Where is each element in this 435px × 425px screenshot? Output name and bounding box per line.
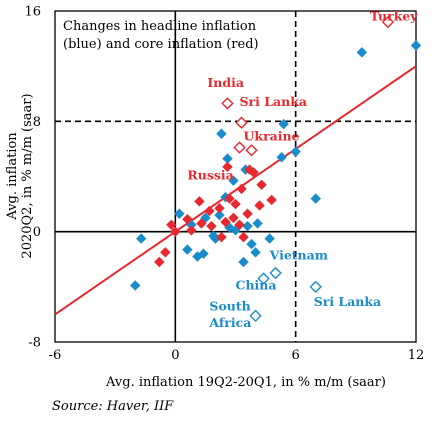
- headline-point: [242, 220, 253, 232]
- headline-point: [356, 47, 368, 58]
- headline-point: [290, 146, 301, 157]
- headline-point: [410, 40, 422, 51]
- core-point: [182, 214, 193, 225]
- core-point: [170, 226, 181, 237]
- x-tick-label: -6: [49, 348, 62, 363]
- headline-hollow-point: [257, 272, 270, 285]
- core-point: [196, 218, 207, 229]
- core-point: [206, 220, 217, 232]
- plot-frame: [54, 10, 417, 343]
- country-label: Ukraine: [244, 129, 300, 144]
- core-hollow-point: [381, 15, 395, 29]
- country-label: China: [236, 278, 277, 293]
- country-label: Sri Lanka: [314, 294, 381, 309]
- trend-line: [54, 65, 417, 316]
- headline-point: [228, 175, 239, 186]
- y-tick-label: 0: [33, 225, 41, 240]
- headline-point: [276, 151, 287, 163]
- headline-point: [250, 247, 261, 258]
- core-point: [254, 200, 265, 211]
- core-hollow-point: [221, 97, 234, 110]
- y-tick-label: -8: [28, 336, 41, 351]
- x-tick-label: 6: [292, 348, 300, 363]
- headline-point: [182, 244, 193, 255]
- core-point: [256, 179, 267, 190]
- headline-point: [216, 128, 227, 139]
- headline-point: [230, 225, 241, 236]
- country-label: Russia: [187, 167, 233, 182]
- source-note: Source: Haver, IIF: [52, 399, 174, 414]
- x-tick-label: 0: [171, 348, 179, 363]
- headline-point: [136, 233, 147, 244]
- country-label: South: [209, 298, 250, 313]
- headline-point: [192, 251, 203, 262]
- core-hollow-point: [235, 116, 248, 129]
- core-point: [160, 247, 171, 258]
- core-point: [266, 194, 277, 206]
- core-point: [186, 225, 197, 236]
- chart-title-line1: Changes in headline inflation: [63, 19, 257, 34]
- y-axis-title-line1: Avg. inflation: [5, 132, 20, 221]
- core-hollow-point: [233, 141, 246, 154]
- headline-point: [208, 230, 219, 242]
- headline-hollow-point: [269, 266, 282, 280]
- core-point: [224, 193, 235, 204]
- core-point: [236, 183, 247, 195]
- core-point: [154, 256, 165, 268]
- y-axis-title-line2: 2020Q2, in % m/m (saar): [20, 93, 35, 258]
- core-hollow-point: [245, 144, 258, 157]
- core-point: [204, 205, 215, 217]
- y-tick-label: 8: [33, 115, 41, 130]
- core-point: [216, 231, 227, 243]
- headline-point: [222, 153, 233, 164]
- core-point: [222, 161, 233, 173]
- country-label: Sri Lanka: [240, 94, 307, 109]
- headline-hollow-point: [249, 309, 262, 322]
- x-axis-title: Avg. inflation 19Q2-20Q1, in % m/m (saar…: [105, 375, 386, 390]
- headline-point: [278, 118, 289, 130]
- chart-title-line2: (blue) and core inflation (red): [63, 37, 259, 52]
- headline-point: [238, 256, 249, 268]
- core-point: [234, 219, 245, 230]
- x-tick-label: 12: [408, 348, 425, 363]
- country-label: Vietnam: [269, 247, 328, 262]
- headline-point: [214, 209, 225, 221]
- country-label: Africa: [208, 315, 251, 330]
- core-point: [166, 219, 177, 230]
- core-point: [230, 198, 241, 210]
- core-point: [238, 231, 249, 243]
- core-point: [244, 164, 255, 175]
- headline-point: [246, 238, 257, 250]
- country-label: India: [207, 75, 244, 90]
- core-point: [214, 203, 225, 214]
- country-label: Turkey: [370, 9, 418, 24]
- y-tick-label: 16: [24, 5, 41, 20]
- core-point: [228, 212, 239, 224]
- core-point: [242, 208, 253, 219]
- headline-point: [174, 208, 185, 219]
- core-point: [194, 196, 205, 207]
- headline-point: [310, 193, 321, 204]
- core-point: [220, 216, 231, 228]
- headline-point: [130, 280, 141, 291]
- headline-point: [264, 233, 275, 244]
- headline-hollow-point: [309, 280, 322, 294]
- headline-point: [252, 218, 263, 229]
- headline-point: [200, 212, 211, 224]
